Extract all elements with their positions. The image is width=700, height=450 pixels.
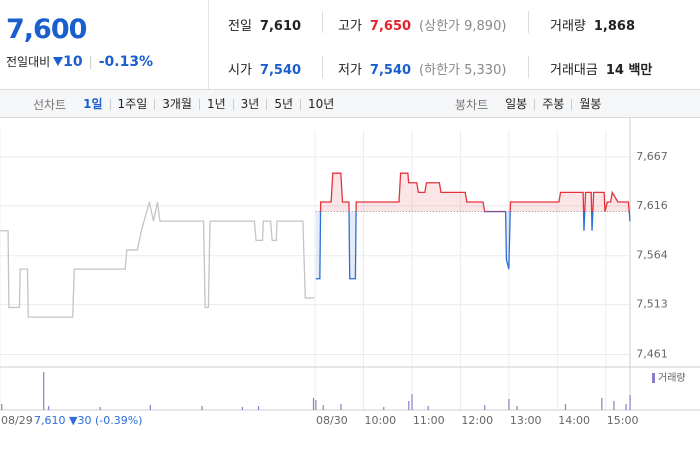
stat-value: 7,650 [369, 19, 412, 34]
volume-bar [315, 400, 317, 410]
price-line-down [315, 211, 631, 280]
tab[interactable]: 3개월 [154, 98, 199, 110]
divider [322, 11, 323, 33]
stat-label: 전일 [228, 19, 252, 34]
volume-bar [149, 405, 151, 410]
volume-bar [312, 398, 315, 410]
divider [322, 56, 323, 78]
x-tick-label: 10:00 [364, 414, 396, 427]
stat-label: 거래량 [550, 19, 586, 34]
tab-group-label: 봉차트 [455, 97, 489, 112]
stat-value: 14 백만 [605, 63, 653, 78]
x-tick-label: 11:00 [413, 414, 445, 427]
volume-bar [1, 404, 3, 410]
stat-label: 거래대금 [550, 63, 598, 78]
volume-bar [601, 398, 603, 410]
stat-value: 7,540 [369, 63, 412, 78]
stat: 전일 7,610 [228, 15, 301, 34]
volume-bar [201, 406, 203, 410]
volume-bar [408, 401, 410, 410]
tab[interactable]: 1년 [198, 98, 233, 110]
volume-bar [411, 394, 413, 410]
x-tick-label: 15:00 [607, 414, 639, 427]
tab-bar: 선차트 1일 1주일 3개월 1년 3년 5년 10년 봉차트 일봉 주봉 월봉 [0, 90, 700, 118]
volume-bar [43, 372, 45, 410]
price-area-down [315, 211, 630, 279]
stat-value: 1,868 [593, 19, 636, 34]
stat: 고가 7,650 (상한가 9,890) [338, 15, 506, 34]
candle-tabs: 봉차트 일봉 주봉 월봉 [455, 90, 608, 118]
tab[interactable]: 5년 [266, 98, 300, 110]
volume-bar [340, 404, 342, 410]
price-line [0, 201, 315, 318]
volume-bar [625, 404, 627, 410]
stat-label: 저가 [338, 63, 362, 78]
divider [528, 56, 529, 78]
current-price: 7,600 [6, 14, 87, 45]
tab-group-label: 선차트 [33, 97, 67, 112]
volume-bar [508, 399, 510, 410]
x-tick-label: 14:00 [558, 414, 590, 427]
volume-bar [516, 406, 518, 410]
stat-note: (상한가 9,890) [419, 19, 507, 34]
volume-bar [564, 404, 567, 410]
volume-bar [383, 407, 385, 410]
tab[interactable]: 월봉 [571, 98, 608, 110]
volume-bar [322, 405, 324, 410]
stat: 거래대금 14 백만 [550, 59, 652, 78]
price-box: 7,600 전일대비 10 | -0.13% [0, 0, 209, 89]
line-tabs: 선차트 1일 1주일 3개월 1년 3년 5년 10년 [33, 90, 341, 118]
volume-bar [257, 406, 260, 410]
divider [528, 11, 529, 33]
x-tick-label: 13:00 [510, 414, 542, 427]
chart: 7,461 7,513 7,564 7,616 7,667 08/29 08/30 10:00… [0, 118, 700, 427]
y-tick-label: 7,513 [636, 298, 668, 311]
legend-label: 거래량 [658, 372, 686, 384]
y-tick-label: 7,564 [636, 249, 668, 262]
divider: | [88, 54, 93, 69]
down-icon [53, 57, 64, 66]
tab[interactable]: 주봉 [534, 98, 571, 110]
quote-header: 7,600 전일대비 10 | -0.13% 전일 7,610 고가 7,650 (상… [0, 0, 700, 90]
x-tick-label: 08/29 [1, 414, 33, 427]
volume-bar [241, 407, 244, 410]
x-tick-label: 08/30 [316, 414, 348, 427]
y-tick-label: 7,616 [636, 199, 668, 212]
stat: 거래량 1,868 [550, 15, 635, 34]
volume-bar [613, 401, 615, 410]
y-tick-label: 7,667 [636, 150, 668, 163]
x-tick-label: 12:00 [461, 414, 493, 427]
tab[interactable]: 3년 [232, 98, 267, 110]
legend-swatch [652, 373, 655, 383]
price-area-up [315, 173, 630, 212]
change-row: 전일대비 10 | -0.13% [6, 53, 153, 70]
stat-value: 7,540 [259, 63, 302, 78]
stat-label: 시가 [228, 63, 252, 78]
stat: 저가 7,540 (하한가 5,330) [338, 59, 506, 78]
change-label: 전일대비 [6, 55, 51, 69]
volume-bar [99, 407, 101, 410]
volume-bar [484, 405, 486, 410]
y-tick-label: 7,461 [636, 348, 668, 361]
change-pct: -0.13% [98, 53, 154, 70]
stat-label: 고가 [338, 19, 362, 34]
tab[interactable]: 1일 [83, 96, 103, 111]
change-value: 10 [63, 53, 83, 70]
tab[interactable]: 1주일 [109, 98, 155, 110]
annotation: 7,610 ▼30 (-0.39%) [34, 414, 142, 427]
price-line-up [319, 172, 630, 212]
stat-value: 7,610 [259, 19, 302, 34]
stat-note: (하한가 5,330) [419, 63, 507, 78]
tab[interactable]: 일봉 [505, 96, 528, 111]
volume-bar [427, 406, 429, 410]
stat: 시가 7,540 [228, 59, 301, 78]
tab[interactable]: 10년 [300, 98, 341, 110]
volume-bar [629, 395, 631, 410]
volume-bar [47, 406, 50, 410]
